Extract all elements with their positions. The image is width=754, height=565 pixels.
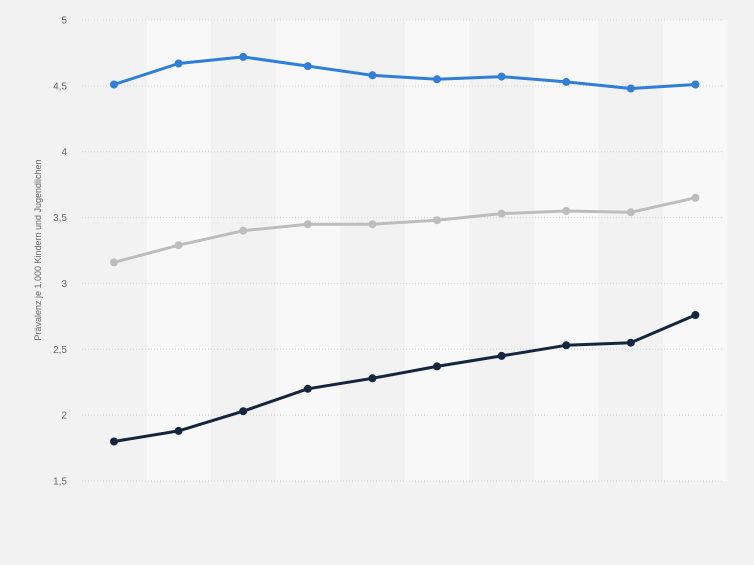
data-point[interactable]	[239, 52, 248, 61]
series-line-2	[112, 196, 697, 264]
y-tick-label: 3	[61, 279, 67, 290]
data-point[interactable]	[562, 207, 571, 215]
column-band	[275, 20, 340, 481]
data-point[interactable]	[303, 220, 312, 229]
data-point[interactable]	[562, 77, 571, 86]
data-point[interactable]	[497, 209, 506, 218]
data-point[interactable]	[691, 193, 700, 202]
series-points	[110, 52, 700, 446]
data-point[interactable]	[174, 59, 183, 68]
column-band	[405, 20, 470, 481]
gridlines	[82, 19, 724, 482]
y-tick-label: 2,5	[53, 345, 67, 356]
y-tick-label: 3,5	[53, 213, 67, 224]
data-point[interactable]	[433, 75, 441, 84]
data-point[interactable]	[497, 351, 506, 360]
data-point[interactable]	[368, 71, 377, 80]
y-axis-label: Prävalenz je 1.000 Kindern und Jugendlic…	[33, 159, 43, 340]
y-tick-label: 4	[61, 147, 67, 158]
data-point[interactable]	[433, 362, 441, 371]
y-tick-label: 2	[61, 411, 67, 422]
y-tick-label: 5	[61, 16, 67, 27]
data-point[interactable]	[174, 426, 183, 435]
data-point[interactable]	[368, 374, 377, 383]
data-point[interactable]	[303, 384, 312, 393]
series-line-1	[112, 55, 697, 90]
data-point[interactable]	[303, 62, 312, 71]
data-point[interactable]	[110, 258, 118, 267]
data-point[interactable]	[174, 241, 183, 250]
column-band	[534, 20, 599, 481]
data-point[interactable]	[626, 208, 635, 217]
data-point[interactable]	[110, 80, 118, 89]
data-point[interactable]	[368, 220, 377, 229]
data-point[interactable]	[239, 226, 248, 235]
series-lines	[112, 55, 697, 443]
data-point[interactable]	[110, 437, 118, 446]
y-tick-label: 4,5	[53, 81, 67, 92]
data-point[interactable]	[626, 84, 635, 93]
data-point[interactable]	[497, 72, 506, 81]
y-axis-ticks: 5 4,5 4 3,5 3 2,5 2 1,5	[53, 16, 67, 488]
data-point[interactable]	[239, 407, 248, 416]
y-tick-label: 1,5	[53, 477, 67, 488]
data-point[interactable]	[691, 311, 700, 319]
data-point[interactable]	[626, 338, 635, 347]
data-point[interactable]	[562, 341, 571, 350]
data-point[interactable]	[691, 80, 700, 89]
series-line-3	[112, 313, 697, 443]
column-bands	[146, 20, 728, 481]
data-point[interactable]	[433, 216, 441, 225]
column-band	[663, 20, 728, 481]
